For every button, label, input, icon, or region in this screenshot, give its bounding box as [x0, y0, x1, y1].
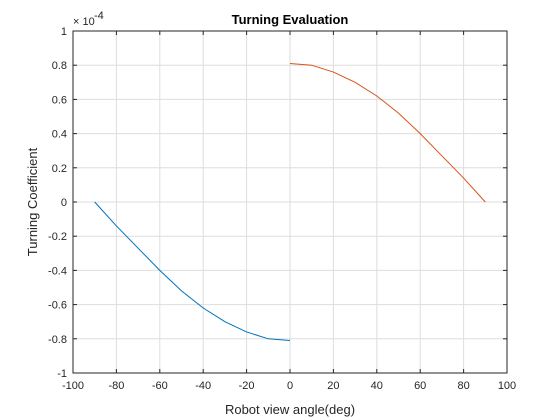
y-tick-label: 0	[61, 197, 67, 209]
x-tick-label: -100	[62, 380, 84, 392]
y-tick-label: 0.4	[52, 129, 67, 141]
x-tick-label: 60	[414, 380, 426, 392]
x-tick-label: -20	[239, 380, 255, 392]
y-exponent-base: × 10	[73, 16, 95, 28]
x-tick-label: 0	[287, 380, 293, 392]
series-2-line	[289, 62, 486, 203]
y-tick-label: 0.8	[52, 60, 67, 72]
y-tick-label: -0.8	[48, 334, 67, 346]
chart-title: Turning Evaluation	[232, 12, 349, 27]
series-layer	[94, 62, 486, 342]
y-tick-label: -1	[57, 368, 67, 380]
x-tick-label: -60	[152, 380, 168, 392]
x-tick-label: 20	[327, 380, 339, 392]
y-tick-label: 1	[61, 26, 67, 38]
y-tick-labels: -1 -0.8 -0.6 -0.4 -0.2 0 0.2 0.4 0.6 0.8 1	[48, 26, 67, 380]
y-tick-label: -0.6	[48, 300, 67, 312]
x-tick-label: 40	[371, 380, 383, 392]
x-tick-labels: -100 -80 -60 -40 -20 0 20 40 60 80 100	[62, 380, 516, 392]
series-1-line	[94, 201, 291, 342]
x-axis-title: Robot view angle(deg)	[225, 402, 355, 417]
ticks	[72, 30, 508, 374]
x-tick-label: -40	[195, 380, 211, 392]
x-tick-label: 80	[457, 380, 469, 392]
y-tick-label: 0.2	[52, 163, 67, 175]
x-tick-label: 100	[498, 380, 516, 392]
y-axis-title: Turning Coefficient	[25, 147, 40, 256]
y-exponent-power: -4	[94, 10, 104, 22]
y-tick-label: -0.2	[48, 231, 67, 243]
y-tick-label: -0.4	[48, 265, 67, 277]
x-tick-label: -80	[108, 380, 124, 392]
y-tick-label: 0.6	[52, 94, 67, 106]
